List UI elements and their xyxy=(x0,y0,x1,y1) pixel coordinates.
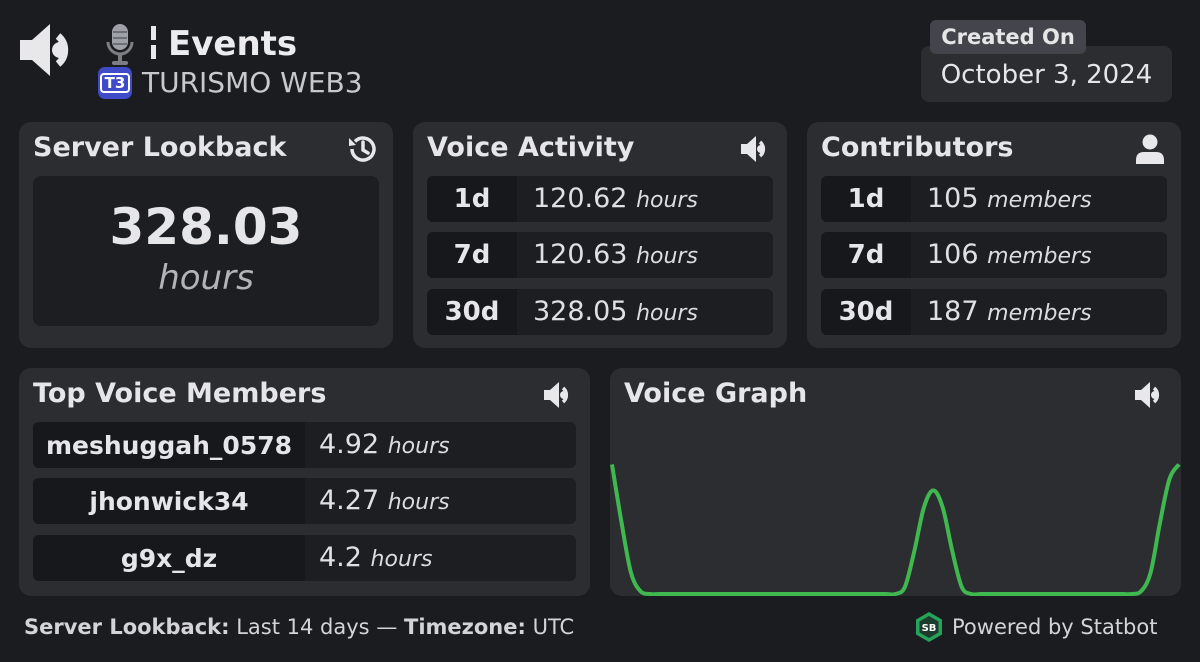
panel-title: Contributors xyxy=(821,132,1014,163)
value-unit: hours xyxy=(636,301,698,326)
voice-activity-panel: Voice Activity 1d 120.62 hours 7d 120.63… xyxy=(413,122,787,348)
timezone-label: Timezone: xyxy=(404,615,526,639)
value-unit: members xyxy=(987,244,1092,269)
period-label: 1d xyxy=(427,176,517,222)
panel-title: Server Lookback xyxy=(33,132,287,163)
speaker-icon xyxy=(544,382,569,408)
value-number: 4.27 xyxy=(319,485,380,516)
statbot-logo: SB xyxy=(916,612,942,642)
panel-title: Top Voice Members xyxy=(33,378,327,409)
lookback-label: Server Lookback: xyxy=(24,615,230,639)
value-number: 187 xyxy=(927,296,979,327)
contributors-row: 30d 187 members xyxy=(821,289,1167,335)
value-unit: hours xyxy=(387,490,450,515)
value-number: 4.92 xyxy=(319,429,380,460)
value-number: 120.63 xyxy=(533,239,628,270)
value-number: 105 xyxy=(927,183,979,214)
contributors-row: 7d 106 members xyxy=(821,232,1167,278)
value-number: 106 xyxy=(927,239,979,270)
server-name: TURISMO WEB3 xyxy=(142,66,363,99)
period-label: 1d xyxy=(821,176,911,222)
contributors-panel: Contributors 1d 105 members 7d 106 membe… xyxy=(807,122,1181,348)
value-number: 328.05 xyxy=(533,296,628,327)
activity-row: 30d 328.05 hours xyxy=(427,289,773,335)
value-unit: hours xyxy=(636,188,698,213)
voice-graph-chart xyxy=(610,463,1181,596)
powered-by: Powered by Statbot xyxy=(952,615,1158,639)
contributors-row: 1d 105 members xyxy=(821,176,1167,222)
value-unit: hours xyxy=(370,547,433,572)
member-hours: 4.92 hours xyxy=(319,422,450,468)
member-row: meshuggah_0578 4.92 hours xyxy=(33,422,576,468)
activity-value: 120.62 hours xyxy=(533,176,698,222)
channel-title: Events xyxy=(168,24,298,64)
speaker-icon xyxy=(741,136,766,162)
member-name: jhonwick34 xyxy=(33,478,305,524)
activity-value: 328.05 hours xyxy=(533,289,698,335)
contributors-value: 187 members xyxy=(927,289,1092,335)
member-name: meshuggah_0578 xyxy=(33,422,305,468)
member-row: jhonwick34 4.27 hours xyxy=(33,478,576,524)
voice-graph-line xyxy=(610,463,1181,596)
top-voice-members-panel: Top Voice Members meshuggah_0578 4.92 ho… xyxy=(19,368,590,596)
microphone-icon xyxy=(106,24,134,65)
lookback-unit: hours xyxy=(158,258,254,298)
value-unit: members xyxy=(987,188,1092,213)
header: Events T3 TURISMO WEB3 October 3, 2024 C… xyxy=(0,0,1200,110)
activity-value: 120.63 hours xyxy=(533,232,698,278)
value-unit: hours xyxy=(387,434,450,459)
lookback-value: Last 14 days xyxy=(236,615,370,639)
value-number: 4.2 xyxy=(319,542,362,573)
value-unit: members xyxy=(987,301,1092,326)
lookback-value-box: 328.03 hours xyxy=(33,176,379,326)
contributors-value: 106 members xyxy=(927,232,1092,278)
panel-title: Voice Graph xyxy=(624,378,808,409)
period-label: 7d xyxy=(427,232,517,278)
period-label: 30d xyxy=(427,289,517,335)
created-label: Created On xyxy=(930,20,1086,54)
speaker-icon xyxy=(1135,382,1160,408)
voice-graph-panel: Voice Graph xyxy=(610,368,1181,596)
member-hours: 4.27 hours xyxy=(319,478,450,524)
statbot-logo-text: SB xyxy=(922,623,937,634)
server-logo-text: T3 xyxy=(99,73,131,93)
footer-info: Server Lookback: Last 14 days — Timezone… xyxy=(24,615,574,639)
value-unit: hours xyxy=(636,244,698,269)
lookback-value: 328.03 xyxy=(109,198,303,256)
separator: — xyxy=(376,615,398,639)
panel-title: Voice Activity xyxy=(427,132,635,163)
activity-row: 1d 120.62 hours xyxy=(427,176,773,222)
member-row: g9x_dz 4.2 hours xyxy=(33,535,576,581)
activity-row: 7d 120.63 hours xyxy=(427,232,773,278)
speaker-icon xyxy=(20,24,69,76)
server-logo: T3 xyxy=(98,67,132,99)
created-date-box xyxy=(921,46,1172,102)
user-icon xyxy=(1136,134,1164,164)
member-name: g9x_dz xyxy=(33,535,305,581)
member-hours: 4.2 hours xyxy=(319,535,432,581)
timezone-value: UTC xyxy=(532,615,575,639)
period-label: 7d xyxy=(821,232,911,278)
channel-divider xyxy=(151,26,156,59)
contributors-value: 105 members xyxy=(927,176,1092,222)
created-date: October 3, 2024 xyxy=(940,60,1153,90)
value-number: 120.62 xyxy=(533,183,628,214)
history-icon xyxy=(349,136,376,162)
period-label: 30d xyxy=(821,289,911,335)
server-lookback-panel: Server Lookback 328.03 hours xyxy=(19,122,393,348)
